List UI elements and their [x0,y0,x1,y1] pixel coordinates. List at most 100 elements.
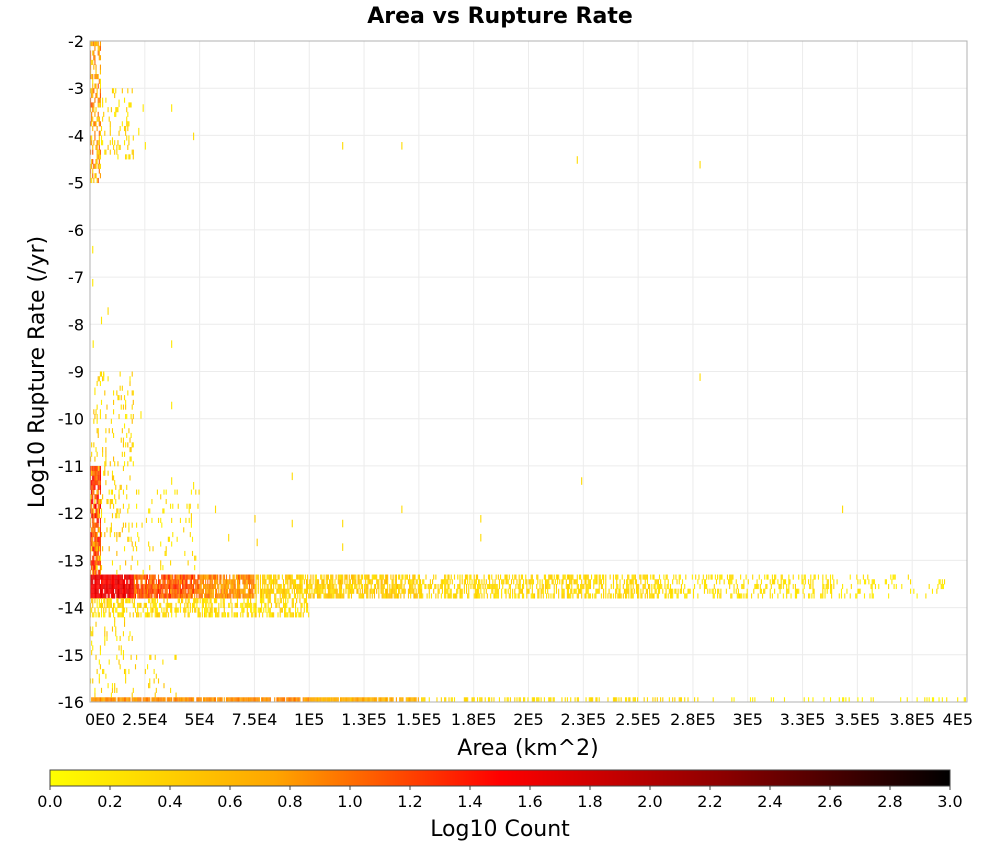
heatmap-cell [119,635,121,642]
heatmap-cell [339,583,342,590]
heatmap-cell [113,574,115,580]
heatmap-cell [128,154,130,160]
heatmap-cell [223,612,225,618]
heatmap-cell [413,697,415,702]
heatmap-cell [131,418,133,424]
heatmap-cell [383,593,385,599]
heatmap-cell [91,111,93,117]
heatmap-cell [154,607,156,613]
heatmap-cell [147,697,149,702]
heatmap-cell [247,574,249,580]
heatmap-cell [178,583,180,590]
heatmap-cell [127,598,129,604]
heatmap-cell [309,583,311,590]
heatmap-cell [506,579,508,585]
heatmap-cell [102,447,104,453]
heatmap-cell [409,588,411,594]
heatmap-cell [93,470,95,476]
heatmap-cell [255,598,257,604]
heatmap-cell [822,574,824,580]
heatmap-cell [251,588,253,594]
heatmap-cell [99,465,101,472]
heatmap-cell [261,598,263,604]
heatmap-cell [92,168,94,174]
heatmap-cell [297,588,299,594]
heatmap-cell [418,574,420,580]
heatmap-cell [401,697,403,702]
heatmap-cell [261,697,263,702]
heatmap-cell [94,83,96,89]
heatmap-cell [144,588,146,594]
heatmap-cell [200,574,202,580]
heatmap-cell [284,588,286,594]
heatmap-cell [684,583,686,590]
heatmap-cell [210,602,212,608]
heatmap-cell [263,588,265,594]
heatmap-cell [125,413,127,420]
heatmap-cell [292,598,294,604]
heatmap-cell [827,583,829,590]
heatmap-cell [100,508,103,514]
heatmap-cell [123,607,126,613]
heatmap-cell [220,593,222,599]
heatmap-cell [128,574,130,580]
heatmap-cell [378,593,380,599]
heatmap-cell [129,697,131,702]
heatmap-cell [155,593,157,599]
y-tick-label: -15 [58,646,84,665]
heatmap-cell [154,697,156,702]
heatmap-cell [649,583,651,590]
heatmap-cell [99,588,101,594]
heatmap-cell [667,593,669,599]
heatmap-cell [99,697,101,702]
heatmap-cell [109,527,111,533]
heatmap-cell [623,588,625,594]
heatmap-cell [139,574,141,580]
heatmap-cell [632,593,634,599]
heatmap-cell [154,583,156,590]
heatmap-cell [189,532,191,538]
heatmap-cell [632,574,634,580]
heatmap-cell [520,574,522,580]
heatmap-cell [289,593,291,599]
heatmap-cell [248,574,251,580]
heatmap-cell [297,593,299,599]
heatmap-cell [774,579,776,585]
heatmap-cell [267,598,269,604]
heatmap-cell [109,598,111,604]
heatmap-cell [174,654,176,660]
heatmap-cell [210,574,212,580]
heatmap-cell [385,593,388,599]
heatmap-cell [731,579,733,585]
heatmap-cell [685,593,687,599]
heatmap-cell [417,574,419,580]
heatmap-cell [131,697,133,702]
heatmap-cell [98,673,100,679]
heatmap-cell [295,593,297,599]
heatmap-cell [348,593,350,599]
heatmap-cell [246,612,248,618]
heatmap-cell [433,574,435,580]
heatmap-cell [93,88,95,94]
heatmap-cell [98,470,100,476]
heatmap-cell [105,413,107,420]
heatmap-cell [152,583,154,590]
heatmap-cell [119,125,121,132]
heatmap-cell [96,583,98,590]
heatmap-cell [97,163,99,169]
heatmap-cell [262,697,264,702]
heatmap-cell [338,579,340,585]
heatmap-cell [179,574,181,580]
heatmap-cell [189,574,191,580]
colorbar-tick-label: 2.4 [757,792,782,811]
heatmap-cell [141,579,143,585]
heatmap-cell [418,583,420,590]
heatmap-cell [131,442,133,448]
heatmap-cell [108,579,110,585]
heatmap-cell [419,588,422,594]
heatmap-cell [116,583,118,590]
heatmap-cell [147,588,149,594]
heatmap-cell [97,83,99,89]
heatmap-cell [94,130,96,136]
heatmap-cell [111,560,114,566]
